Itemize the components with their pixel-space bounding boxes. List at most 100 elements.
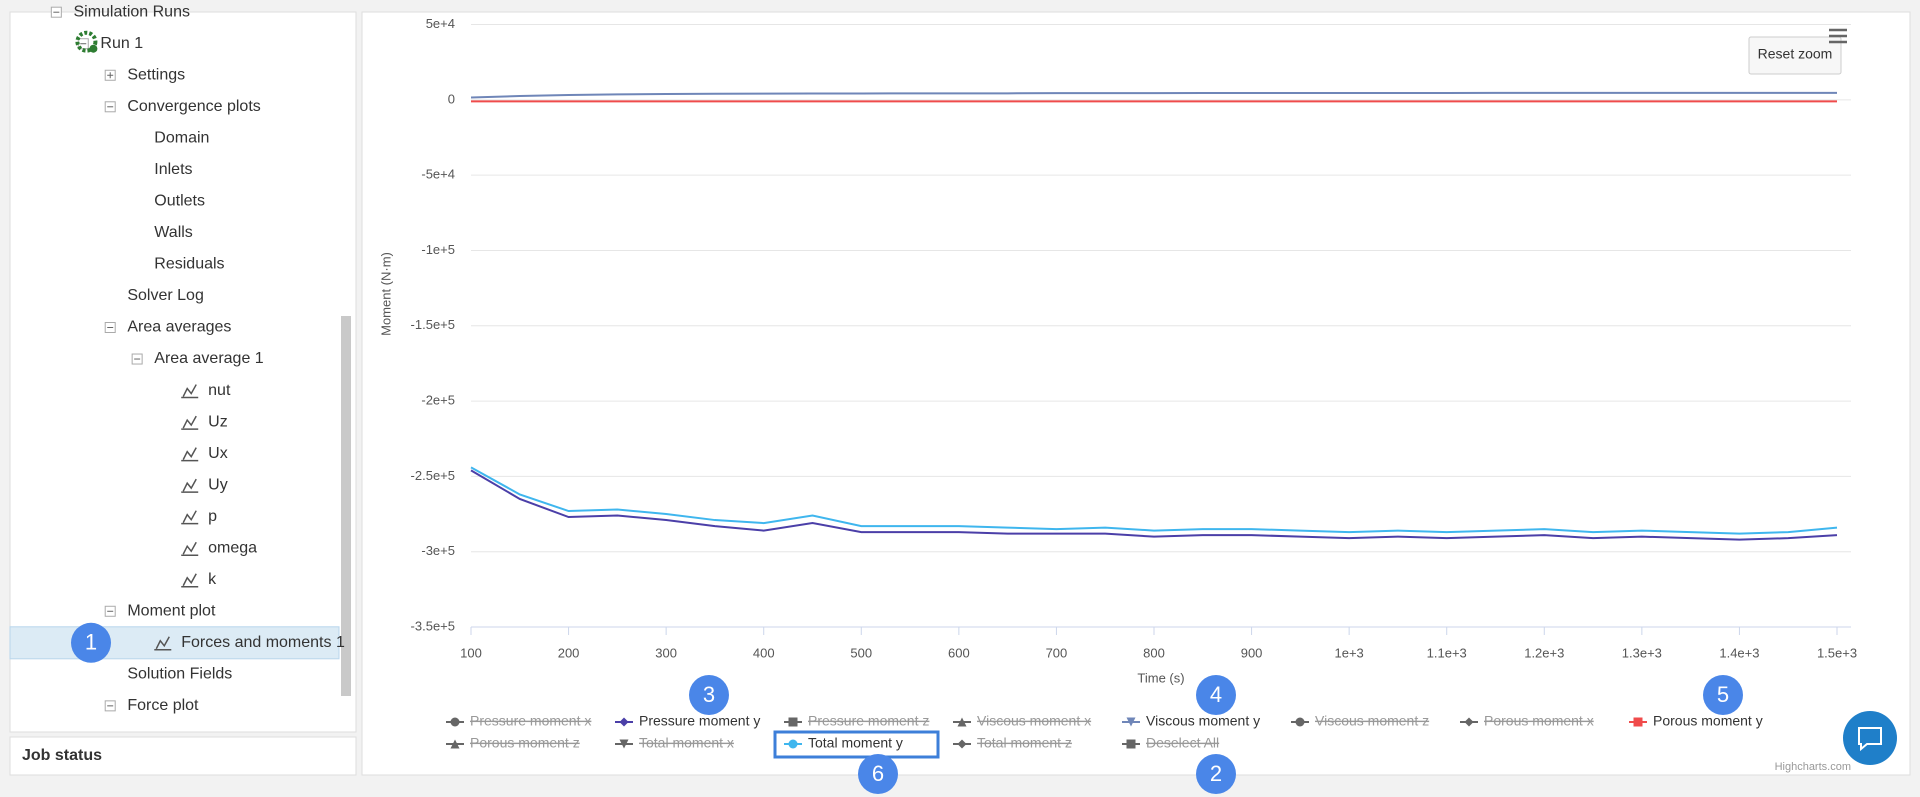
annotation-badge	[1196, 675, 1236, 715]
x-tick-label: 300	[655, 645, 677, 660]
legend-item[interactable]: Total moment z	[977, 735, 1072, 751]
legend-marker	[1633, 717, 1643, 727]
legend-marker	[788, 717, 798, 727]
legend-item[interactable]: Deselect All	[1146, 735, 1219, 751]
y-axis-label: Moment (N·m)	[378, 252, 393, 336]
legend-item[interactable]: Total moment y	[808, 735, 903, 751]
legend-item[interactable]: Viscous moment x	[977, 713, 1091, 729]
legend-item[interactable]: Total moment x	[639, 735, 734, 751]
selected-row	[9, 626, 340, 660]
tree-item[interactable]: Moment plot	[127, 602, 216, 619]
chat-button[interactable]	[1843, 711, 1897, 765]
chart-panel	[361, 11, 1911, 776]
legend-item[interactable]: Viscous moment y	[1146, 713, 1260, 729]
y-tick-label: -1.5e+5	[411, 317, 455, 332]
tree-item[interactable]: Domain	[154, 130, 209, 147]
tree-item[interactable]: Area averages	[127, 319, 231, 336]
y-tick-label: -1e+5	[421, 242, 455, 257]
legend-item[interactable]: Porous moment x	[1484, 713, 1594, 729]
tree-item[interactable]: Simulation Runs	[73, 3, 190, 20]
annotation-badge	[71, 622, 111, 663]
chart-icon	[181, 510, 199, 525]
tree-item[interactable]: Forces and moments 1	[181, 634, 345, 651]
tree-item[interactable]: Walls	[154, 224, 193, 241]
annotation-label: 5	[1717, 682, 1729, 707]
x-tick-label: 900	[1241, 645, 1263, 660]
x-axis-label: Time (s)	[1137, 670, 1184, 685]
tree-item[interactable]: Uy	[208, 476, 228, 493]
tree-item[interactable]: Uz	[208, 413, 228, 430]
annotation-label: 2	[1210, 761, 1222, 786]
y-tick-label: -3e+5	[421, 543, 455, 558]
x-tick-label: 400	[753, 645, 775, 660]
tree-item[interactable]: Solver Log	[127, 287, 203, 304]
annotation-badge	[1703, 675, 1743, 715]
y-tick-label: -2.5e+5	[411, 468, 455, 483]
x-tick-label: 700	[1046, 645, 1068, 660]
tree-item[interactable]: Residuals	[154, 256, 224, 273]
tree-item[interactable]: Force plot	[127, 697, 199, 714]
menu-icon[interactable]	[1829, 28, 1847, 44]
annotation-label: 4	[1210, 682, 1222, 707]
legend-marker	[619, 717, 629, 727]
tree-item[interactable]: omega	[208, 539, 257, 556]
chart-icon	[181, 447, 199, 462]
tree-item[interactable]: nut	[208, 382, 231, 399]
reset-zoom-button[interactable]	[1748, 36, 1842, 75]
legend-marker	[788, 739, 798, 749]
legend-marker	[1295, 717, 1305, 727]
legend-item[interactable]: Porous moment z	[470, 735, 580, 751]
y-tick-label: 5e+4	[426, 16, 455, 31]
legend-item[interactable]: Pressure moment x	[470, 713, 591, 729]
legend-marker	[957, 739, 967, 749]
credits[interactable]: Highcharts.com	[1775, 761, 1851, 773]
tree-item[interactable]: k	[208, 571, 217, 588]
legend-marker	[450, 717, 460, 727]
sidebar-panel	[9, 11, 357, 733]
tree-item[interactable]: Run 1	[100, 35, 143, 52]
series-line	[470, 466, 1838, 535]
legend-item[interactable]: Viscous moment z	[1315, 713, 1429, 729]
x-tick-label: 200	[558, 645, 580, 660]
legend-marker	[450, 739, 460, 749]
annotation-badge	[1196, 754, 1236, 794]
annotation-label: 3	[703, 682, 715, 707]
tree-item[interactable]: Solution Fields	[127, 666, 232, 683]
y-tick-label: 0	[448, 91, 455, 106]
job-status[interactable]: Job status	[22, 747, 102, 764]
chart-icon	[181, 573, 199, 588]
tree-item[interactable]: p	[208, 508, 217, 525]
x-tick-label: 1.4e+3	[1719, 645, 1759, 660]
x-tick-label: 600	[948, 645, 970, 660]
legend-item[interactable]: Porous moment y	[1653, 713, 1763, 729]
x-tick-label: 1e+3	[1334, 645, 1363, 660]
tree-item[interactable]: Area average 1	[154, 350, 264, 367]
series-line	[470, 91, 1837, 99]
chart-icon	[181, 384, 199, 399]
legend-marker	[1126, 717, 1136, 727]
tree-item[interactable]: Inlets	[154, 161, 192, 178]
legend-marker	[957, 717, 967, 727]
x-tick-label: 500	[850, 645, 872, 660]
legend-item[interactable]: Pressure moment z	[808, 713, 929, 729]
legend-marker	[1464, 717, 1474, 727]
tree-item[interactable]: Ux	[208, 445, 228, 462]
tree-item[interactable]: Convergence plots	[127, 98, 260, 115]
chart-icon	[154, 636, 172, 651]
tree-item[interactable]: Outlets	[154, 193, 205, 210]
legend-marker	[619, 739, 629, 749]
x-tick-label: 1.3e+3	[1622, 645, 1662, 660]
reset-zoom-label[interactable]: Reset zoom	[1758, 46, 1833, 62]
y-tick-label: -5e+4	[421, 167, 455, 182]
legend-item[interactable]: Pressure moment y	[639, 713, 760, 729]
tree-item[interactable]: Settings	[127, 66, 185, 83]
gear-icon	[75, 30, 98, 53]
x-tick-label: 1.1e+3	[1427, 645, 1467, 660]
job-status-panel[interactable]	[9, 736, 357, 776]
annotation-badge	[858, 754, 898, 794]
x-tick-label: 1.5e+3	[1817, 645, 1857, 660]
status-icon	[89, 44, 98, 53]
series-line	[470, 469, 1838, 541]
annotation-badge	[689, 675, 729, 715]
